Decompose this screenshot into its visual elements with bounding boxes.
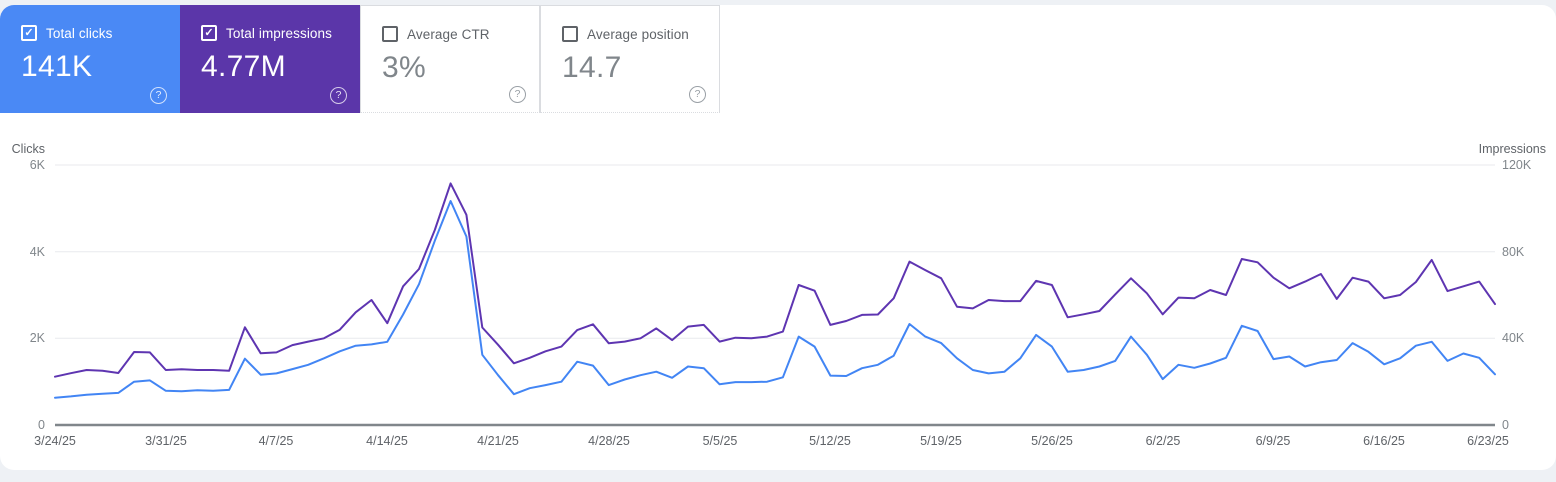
x-axis-label: 3/24/25 xyxy=(34,434,76,448)
checkmark-icon: ✓ xyxy=(24,26,34,39)
average-position-checkbox[interactable] xyxy=(562,26,578,42)
average-ctr-label: Average CTR xyxy=(407,26,490,42)
x-axis-label: 5/5/25 xyxy=(702,434,738,448)
content-card: ✓ Total clicks 141K ? ✓ Total impression… xyxy=(0,5,1556,470)
chart-canvas[interactable] xyxy=(0,5,1556,482)
average-ctr-checkbox[interactable] xyxy=(382,26,398,42)
help-icon[interactable]: ? xyxy=(330,87,347,104)
right-axis-tick: 80K xyxy=(1502,245,1525,259)
x-axis-label: 6/2/25 xyxy=(1145,434,1181,448)
metric-card-header: ✓ Total clicks xyxy=(21,25,180,41)
x-axis-label: 5/19/25 xyxy=(920,434,962,448)
average-position-label: Average position xyxy=(587,26,689,42)
total-clicks-checkbox[interactable]: ✓ xyxy=(21,25,37,41)
metric-card-header: ✓ Total impressions xyxy=(201,25,360,41)
x-axis-label: 6/23/25 xyxy=(1467,434,1509,448)
metric-card-average-ctr[interactable]: Average CTR 3% ? xyxy=(360,5,540,113)
x-axis-label: 4/14/25 xyxy=(366,434,408,448)
performance-chart[interactable]: Clicks Impressions 6K 4K 2K 0 120K 80K 4… xyxy=(0,5,1556,470)
help-icon[interactable]: ? xyxy=(689,86,706,103)
metric-cards-row: ✓ Total clicks 141K ? ✓ Total impression… xyxy=(0,5,720,113)
right-axis-tick: 120K xyxy=(1502,158,1532,172)
metric-card-average-position[interactable]: Average position 14.7 ? xyxy=(540,5,720,113)
metric-card-header: Average CTR xyxy=(382,26,539,42)
x-axis-label: 4/21/25 xyxy=(477,434,519,448)
checkmark-icon: ✓ xyxy=(204,26,214,39)
total-impressions-checkbox[interactable]: ✓ xyxy=(201,25,217,41)
x-axis-label: 6/9/25 xyxy=(1255,434,1291,448)
x-axis-label: 5/26/25 xyxy=(1031,434,1073,448)
x-axis-label: 4/7/25 xyxy=(258,434,294,448)
x-axis-label: 6/16/25 xyxy=(1363,434,1405,448)
metric-card-header: Average position xyxy=(562,26,719,42)
total-impressions-value: 4.77M xyxy=(201,50,286,83)
left-axis-tick: 6K xyxy=(29,158,45,172)
help-icon[interactable]: ? xyxy=(150,87,167,104)
average-ctr-value: 3% xyxy=(382,51,426,84)
total-clicks-label: Total clicks xyxy=(46,25,113,41)
left-axis-title: Clicks xyxy=(11,142,45,156)
metric-card-total-impressions[interactable]: ✓ Total impressions 4.77M ? xyxy=(180,5,360,113)
right-axis-title: Impressions xyxy=(1478,142,1546,156)
average-position-value: 14.7 xyxy=(562,51,622,84)
x-axis-label: 5/12/25 xyxy=(809,434,851,448)
total-clicks-value: 141K xyxy=(21,50,93,83)
left-axis-tick: 0 xyxy=(38,418,45,432)
x-axis-label: 4/28/25 xyxy=(588,434,630,448)
right-axis-tick: 0 xyxy=(1502,418,1509,432)
right-axis-tick: 40K xyxy=(1502,331,1525,345)
help-icon[interactable]: ? xyxy=(509,86,526,103)
total-impressions-label: Total impressions xyxy=(226,25,332,41)
x-axis-label: 3/31/25 xyxy=(145,434,187,448)
left-axis-tick: 4K xyxy=(29,245,45,259)
series-line-clicks xyxy=(54,200,1496,399)
metric-card-total-clicks[interactable]: ✓ Total clicks 141K ? xyxy=(0,5,180,113)
left-axis-tick: 2K xyxy=(29,331,45,345)
series-line-impressions xyxy=(54,182,1496,378)
